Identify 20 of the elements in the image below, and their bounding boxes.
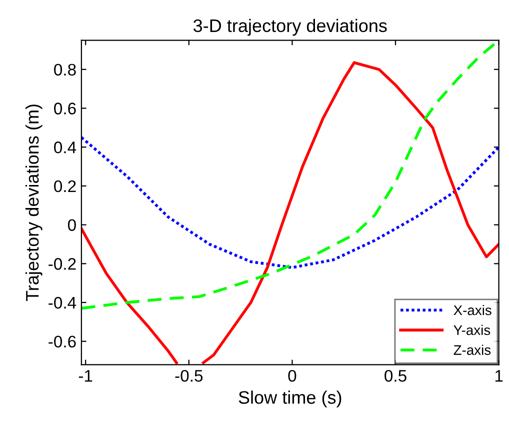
legend-label: Y-axis	[454, 324, 490, 336]
line-series	[81, 136, 499, 269]
x-tick-label: -1	[78, 370, 92, 382]
y-tick-label: 0.4	[54, 142, 76, 154]
y-tick-label: -0.6	[48, 336, 76, 348]
x-tick-label: 1	[495, 370, 503, 382]
x-tick-label: 0.5	[384, 370, 406, 382]
legend-label: Z-axis	[454, 344, 491, 355]
y-axis-title: Trajectory deviations (m)	[25, 104, 42, 302]
x-tick-label: 0	[288, 370, 296, 382]
legend-label: X-axis	[454, 304, 492, 316]
x-tick-label: -0.5	[175, 370, 203, 382]
y-tick-label: -0.2	[48, 258, 76, 270]
chart-title: 3-D trajectory deviations	[193, 18, 387, 36]
x-axis-title: Slow time (s)	[238, 390, 342, 408]
y-tick-label: -0.4	[48, 296, 76, 309]
y-tick-label: 0.8	[54, 64, 76, 76]
y-tick-label: 0.6	[54, 102, 76, 114]
y-tick-label: 0.2	[54, 180, 76, 192]
y-tick-label: 0	[68, 219, 76, 231]
